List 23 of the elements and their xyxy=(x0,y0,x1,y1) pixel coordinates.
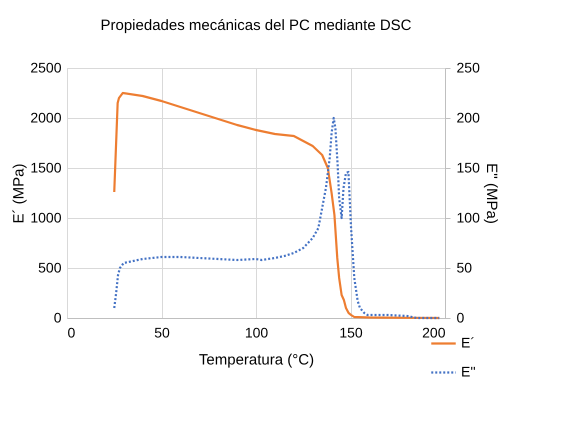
y-tick-label: 2500 xyxy=(30,60,62,76)
legend-label: E'' xyxy=(461,364,476,380)
x-tick-label: 150 xyxy=(339,324,363,340)
y-tick-label: 1000 xyxy=(30,210,62,226)
y-tick-label: 500 xyxy=(38,260,62,276)
x-tick-label: 100 xyxy=(244,324,268,340)
legend-label: E´ xyxy=(461,334,475,350)
chart-title: Propiedades mecánicas del PC mediante DSC xyxy=(100,17,412,34)
y2-tick-label: 250 xyxy=(456,60,480,76)
x-tick-label: 200 xyxy=(422,324,446,340)
y2-tick-label: 150 xyxy=(456,160,480,176)
y2-tick-label: 0 xyxy=(456,310,464,326)
y-axis-title: E´ (MPa) xyxy=(10,163,28,224)
y2-tick-label: 50 xyxy=(456,260,472,276)
y-tick-label: 0 xyxy=(54,310,62,326)
y2-axis-title: E'' (MPa) xyxy=(482,163,500,224)
y-tick-label: 2000 xyxy=(30,110,62,126)
x-axis-title: Temperatura (°C) xyxy=(198,352,314,368)
y2-tick-label: 200 xyxy=(456,110,480,126)
y-tick-label: 1500 xyxy=(30,160,62,176)
x-tick-label: 0 xyxy=(68,324,76,340)
y2-tick-label: 100 xyxy=(456,210,480,226)
x-tick-label: 50 xyxy=(154,324,170,340)
